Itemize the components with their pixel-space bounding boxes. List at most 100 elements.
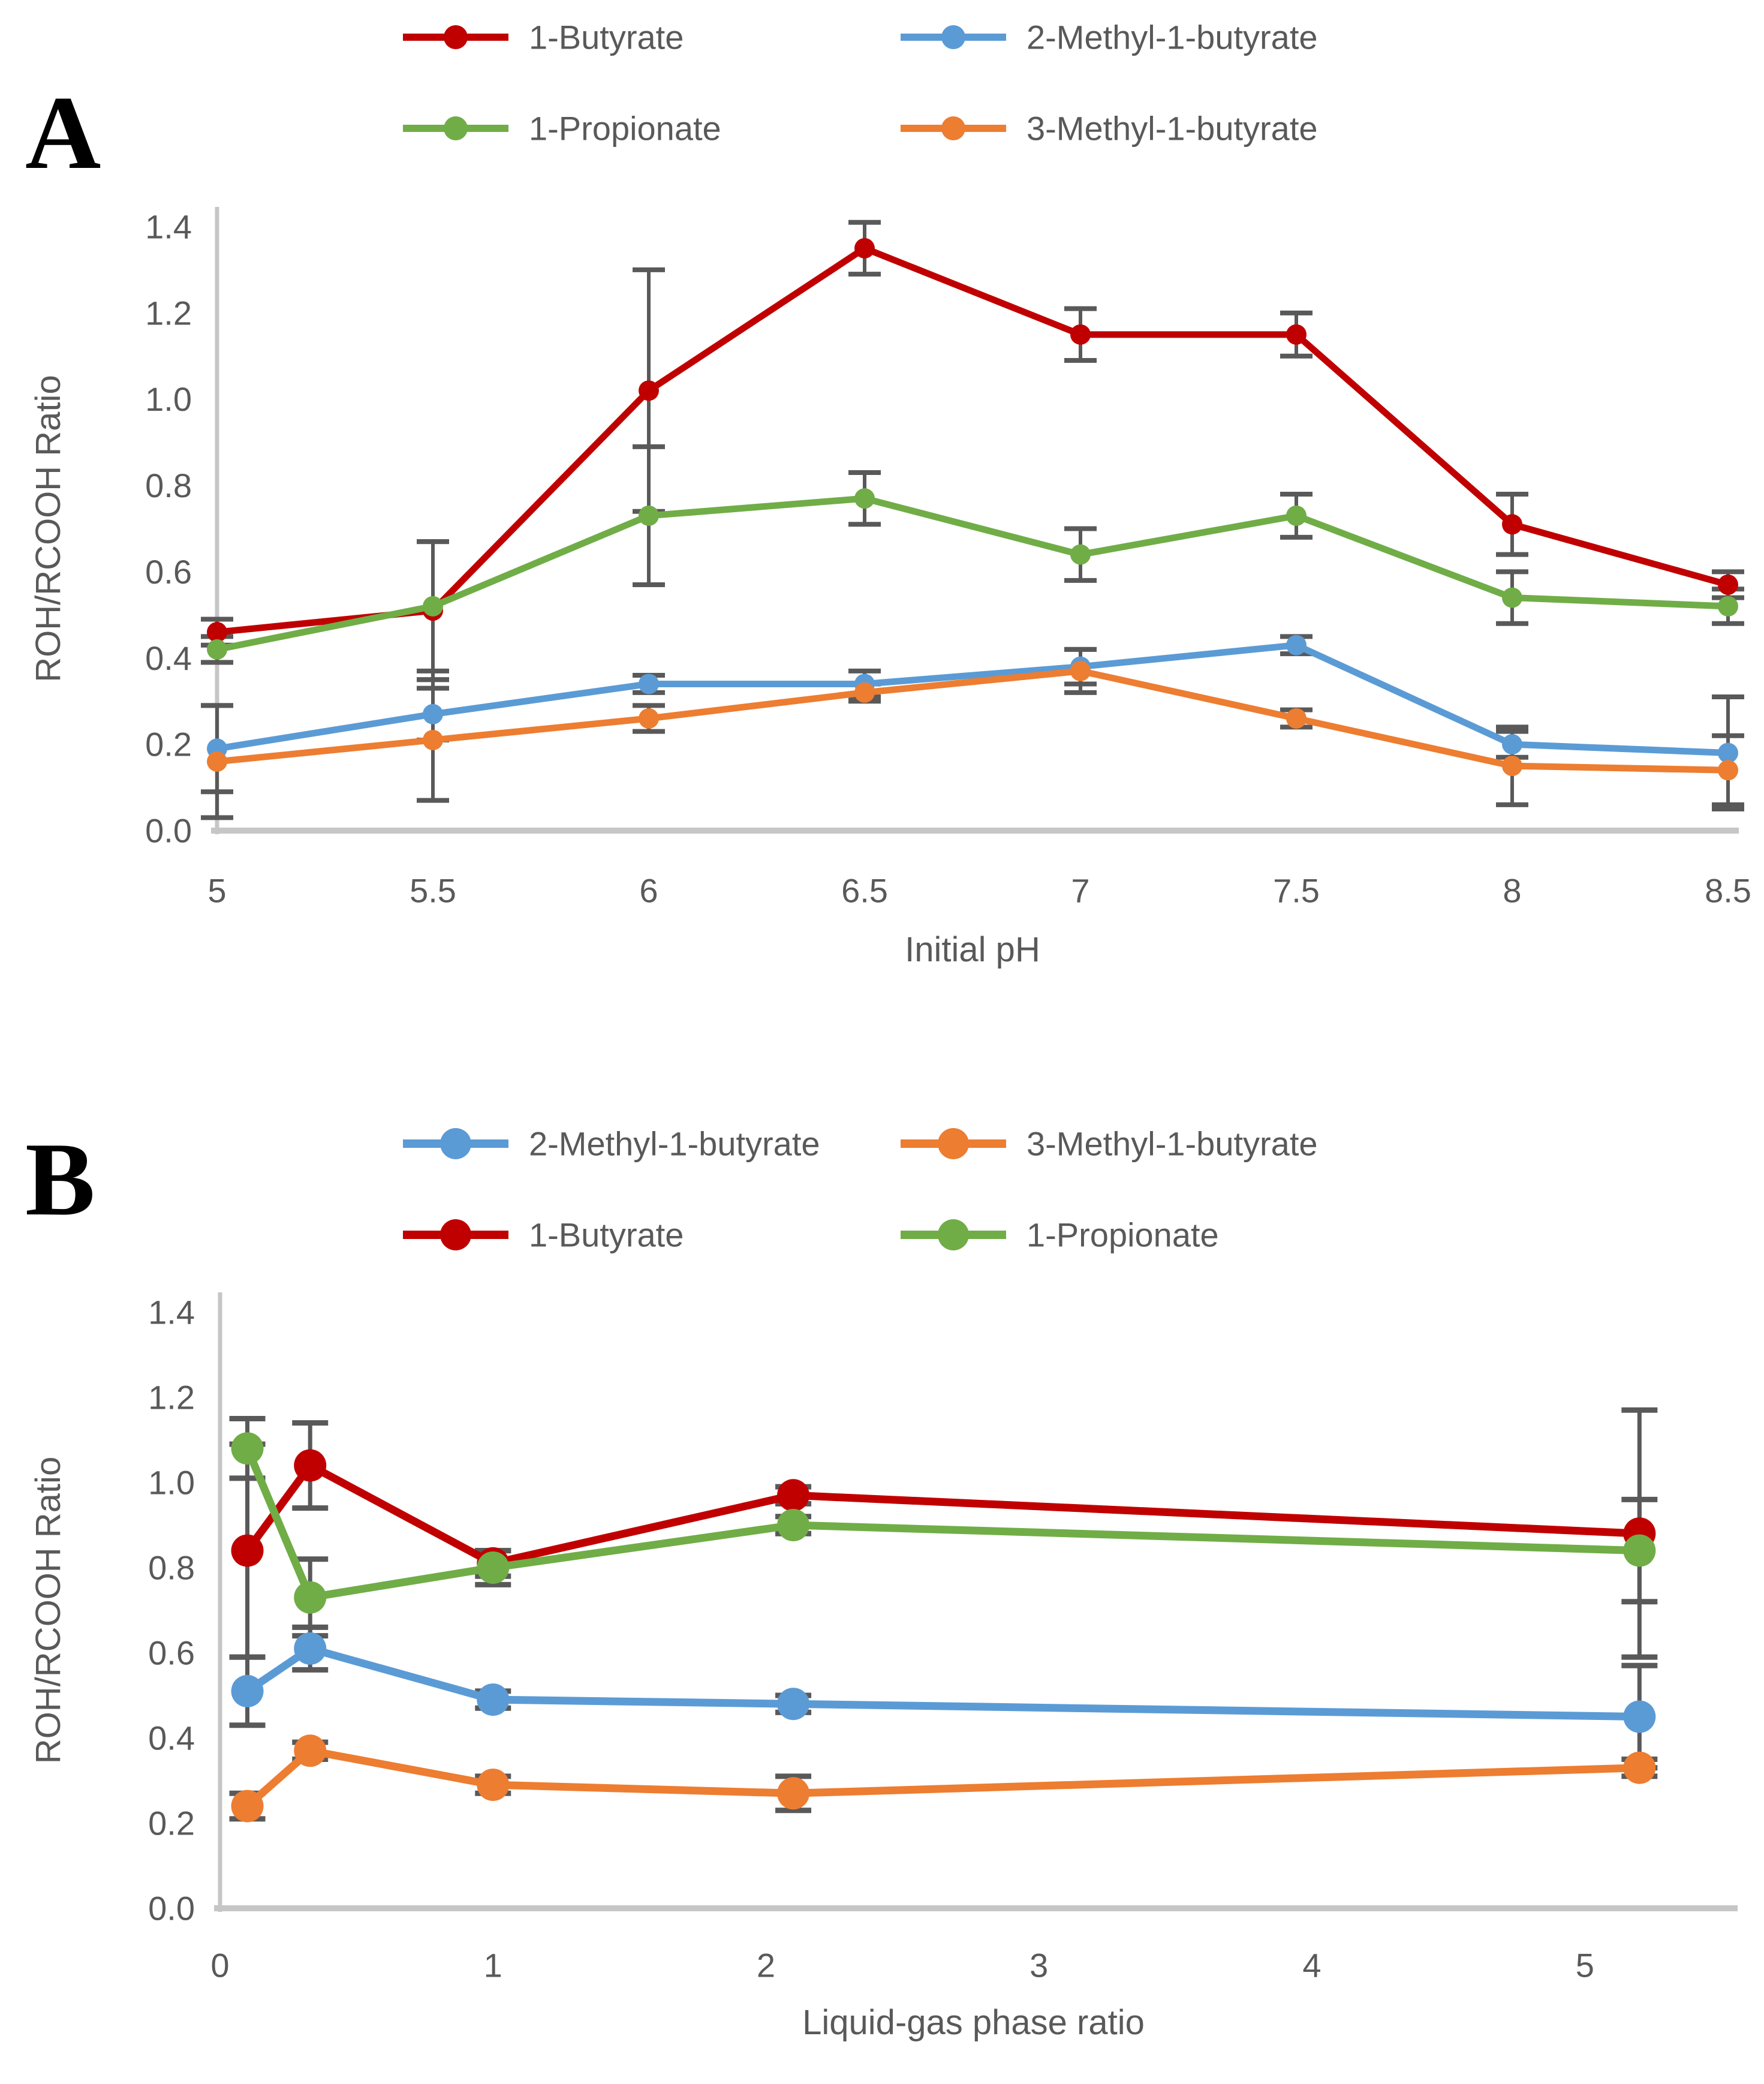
x-tick-label: 0 [210, 1947, 229, 1984]
data-point-marker [423, 596, 443, 617]
data-point-marker [294, 1581, 327, 1614]
y-tick-label: 0.2 [148, 1805, 195, 1842]
data-point-marker [477, 1551, 510, 1584]
legend-marker [440, 1219, 471, 1250]
y-tick-label: 0.0 [145, 812, 192, 850]
x-tick-label: 6 [639, 872, 658, 910]
panel-letter: B [25, 1121, 95, 1237]
data-point-marker [1718, 760, 1738, 781]
data-point-marker [1070, 324, 1091, 345]
data-point-marker [1286, 505, 1307, 526]
y-tick-label: 0.6 [148, 1634, 195, 1672]
legend-marker [444, 25, 468, 49]
x-tick-label: 8.5 [1705, 872, 1751, 910]
series-line [243, 1644, 1643, 1721]
data-point-marker [639, 380, 659, 401]
series-line [213, 642, 1732, 757]
y-tick-label: 1.0 [148, 1464, 195, 1502]
data-point-marker [1502, 587, 1522, 608]
data-point-marker [854, 682, 875, 703]
data-point-marker [1070, 544, 1091, 565]
y-tick-label: 0.8 [145, 467, 192, 504]
data-point-marker [1286, 634, 1307, 655]
data-point-marker [1502, 756, 1522, 777]
x-tick-label: 2 [757, 1947, 775, 1984]
y-axis-title: ROH/RCOOH Ratio [29, 375, 68, 682]
data-point-marker [1070, 660, 1091, 681]
data-point-marker [231, 1534, 264, 1567]
legend-label: 1-Propionate [1027, 1216, 1219, 1254]
data-point-marker [207, 622, 227, 643]
data-point-marker [1718, 596, 1738, 617]
legend-marker [941, 25, 965, 49]
data-point-marker [1286, 324, 1307, 345]
legend-marker [440, 1128, 471, 1159]
series-line [213, 667, 1732, 774]
legend-label: 3-Methyl-1-butyrate [1027, 110, 1318, 148]
y-tick-label: 0.4 [145, 639, 192, 677]
x-tick-label: 3 [1029, 1947, 1048, 1984]
data-point-marker [423, 729, 443, 750]
data-point-marker [639, 505, 659, 526]
x-tick-label: 7 [1071, 872, 1089, 910]
panel-b: B 0.0 0.2 0.4 0.6 0.8 1.0 1.2 1.4 0 1 2 3 4 5 Liquid-ga… [0, 1041, 1764, 2081]
panel-a: A 0.0 0.2 0.4 0.6 0.8 1.0 1.2 1.4 5 5.5 6 6.5 7 7.5 8 8.… [0, 0, 1764, 1041]
data-point-marker [777, 1479, 810, 1512]
x-tick-label: 5 [207, 872, 226, 910]
y-axis-title: ROH/RCOOH Ratio [29, 1457, 68, 1764]
legend-label: 2-Methyl-1-butyrate [529, 1125, 820, 1163]
data-point-marker [777, 1509, 810, 1541]
data-point-marker [294, 1449, 327, 1482]
legend-marker [938, 1219, 969, 1250]
y-tick-label: 1.0 [145, 380, 192, 418]
series-line [243, 1461, 1643, 1568]
data-point-marker [207, 639, 227, 660]
data-point-marker [777, 1688, 810, 1721]
y-tick-label: 1.2 [148, 1379, 195, 1417]
legend-marker [941, 116, 965, 140]
data-point-marker [1502, 514, 1522, 535]
y-tick-label: 0.0 [148, 1890, 195, 1927]
data-point-marker [423, 703, 443, 724]
panel-a-chart: A 0.0 0.2 0.4 0.6 0.8 1.0 1.2 1.4 5 5.5 6 6.5 7 7.5 8 8.… [25, 19, 1751, 970]
data-point-marker [639, 708, 659, 729]
data-point-marker [639, 673, 659, 694]
data-point-marker [1718, 742, 1738, 763]
series-line [243, 1746, 1643, 1811]
y-tick-label: 1.2 [145, 294, 192, 332]
data-point-marker [1718, 575, 1738, 596]
y-tick-label: 0.4 [148, 1719, 195, 1757]
data-point-marker [1623, 1534, 1656, 1567]
x-axis-title: Liquid-gas phase ratio [802, 2003, 1145, 2042]
data-point-marker [477, 1683, 510, 1716]
data-point-marker [477, 1769, 510, 1802]
data-point-marker [231, 1432, 264, 1465]
data-point-marker [854, 237, 875, 258]
data-point-marker [1623, 1751, 1656, 1784]
data-point-marker [1623, 1700, 1656, 1733]
legend-marker [444, 116, 468, 140]
y-tick-label: 0.2 [145, 726, 192, 763]
legend-label: 3-Methyl-1-butyrate [1027, 1125, 1318, 1163]
x-tick-label: 4 [1302, 1947, 1321, 1984]
data-point-marker [1502, 734, 1522, 755]
legend-label: 1-Butyrate [529, 1216, 684, 1254]
data-point-marker [207, 751, 227, 772]
legend-label: 2-Methyl-1-butyrate [1027, 19, 1318, 56]
y-tick-label: 1.4 [145, 208, 192, 246]
data-point-marker [294, 1734, 327, 1767]
legend-label: 1-Propionate [529, 110, 721, 148]
x-tick-label: 8 [1503, 872, 1521, 910]
data-point-marker [1286, 708, 1307, 729]
x-axis-title: Initial pH [905, 930, 1040, 969]
y-tick-label: 1.4 [148, 1294, 195, 1331]
x-tick-label: 1 [484, 1947, 502, 1984]
panel-letter: A [25, 74, 101, 191]
x-tick-label: 5.5 [410, 872, 456, 910]
legend-marker [938, 1128, 969, 1159]
x-tick-label: 6.5 [841, 872, 888, 910]
y-tick-label: 0.6 [145, 553, 192, 591]
data-point-marker [777, 1777, 810, 1810]
data-point-marker [854, 488, 875, 509]
series-line [213, 495, 1732, 653]
